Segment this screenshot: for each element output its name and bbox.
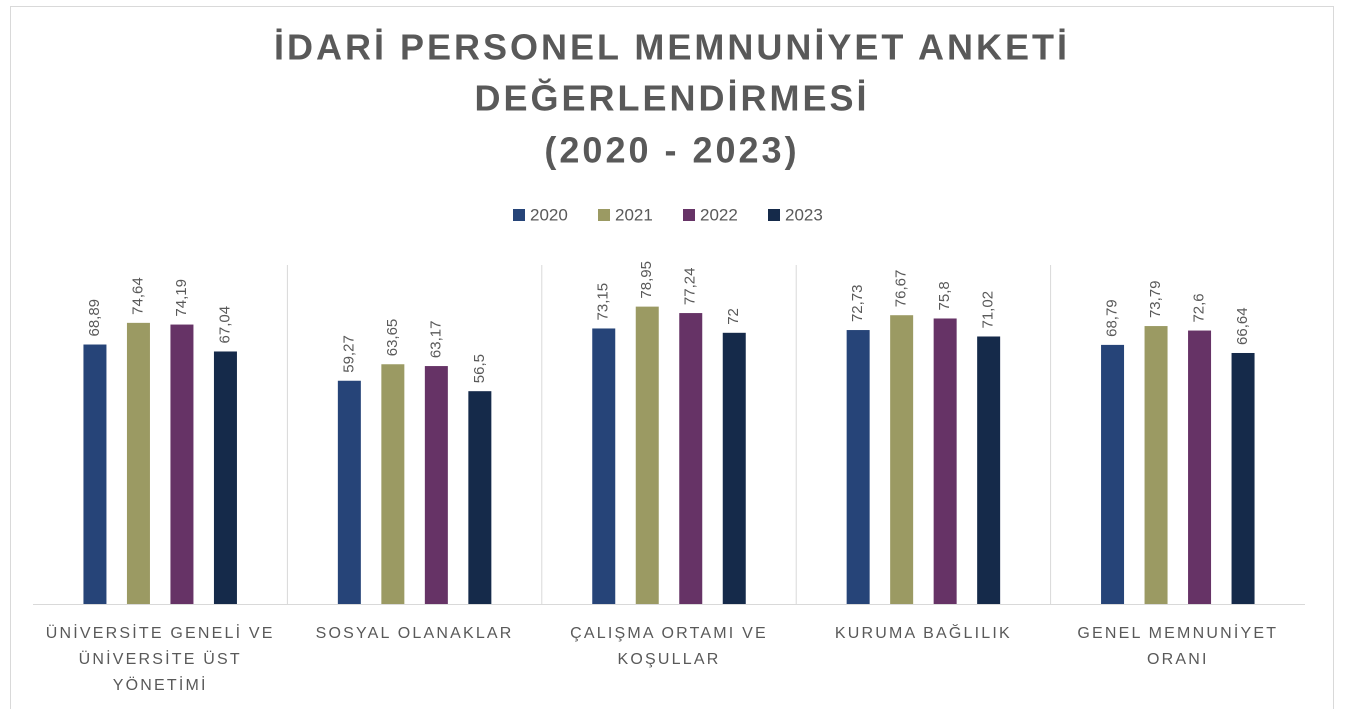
bar [1101,344,1125,604]
data-label: 78,95 [638,261,655,299]
bar [381,364,405,604]
legend-label: 2023 [785,205,823,224]
bar [126,322,150,604]
data-label: 66,64 [1234,307,1251,345]
bar [592,328,616,604]
legend-swatch [513,209,525,221]
data-label: 67,04 [216,306,233,344]
x-tick-label: KURUMA BAĞLILIK [834,625,1012,642]
bar [722,332,746,604]
data-label: 68,89 [86,299,103,337]
bar [337,380,361,604]
legend-label: 2020 [530,205,568,224]
data-label: 72 [725,308,742,325]
bar [1231,352,1255,604]
x-tick-label: SOSYAL OLANAKLAR [315,625,514,642]
data-label: 72,6 [1191,293,1208,322]
legend-label: 2022 [700,205,738,224]
data-label: 59,27 [340,335,357,373]
data-label: 71,02 [980,291,997,329]
data-label: 56,5 [471,354,488,383]
data-label: 76,67 [893,270,910,308]
data-label: 73,79 [1147,281,1164,319]
bar [846,330,870,604]
bar [890,315,914,604]
bar [635,306,659,604]
data-label: 75,8 [936,281,953,310]
bar [213,351,237,604]
bar [468,391,492,604]
x-tick-label: ÜNİVERSİTE GENELİ VE ÜNİVERSİTE ÜST YÖNE… [45,625,275,694]
bar [83,344,107,604]
bar [977,336,1001,604]
data-label: 77,24 [682,268,699,306]
data-label: 63,65 [384,319,401,357]
x-tick-label: ÇALIŞMA ORTAMI VE KOŞULLAR [570,625,768,668]
data-label: 74,64 [129,277,146,315]
legend-label: 2021 [615,205,653,224]
chart-title: DEĞERLENDİRMESİ [474,78,869,119]
chart-title: (2020 - 2023) [544,130,799,171]
legend-swatch [768,209,780,221]
data-label: 73,15 [595,283,612,321]
data-label: 68,79 [1104,299,1121,337]
legend-swatch [683,209,695,221]
bar [679,313,703,604]
data-label: 63,17 [427,321,444,359]
bar [170,324,194,604]
data-label: 72,73 [849,285,866,323]
x-tick-label: GENEL MEMNUNİYET ORANI [1077,625,1279,668]
bar [1144,326,1168,604]
legend-swatch [598,209,610,221]
bar [1188,330,1212,604]
chart-title: İDARİ PERSONEL MEMNUNİYET ANKETİ [274,27,1070,68]
bar [424,366,448,604]
data-label: 74,19 [173,279,190,317]
bar [933,318,957,604]
